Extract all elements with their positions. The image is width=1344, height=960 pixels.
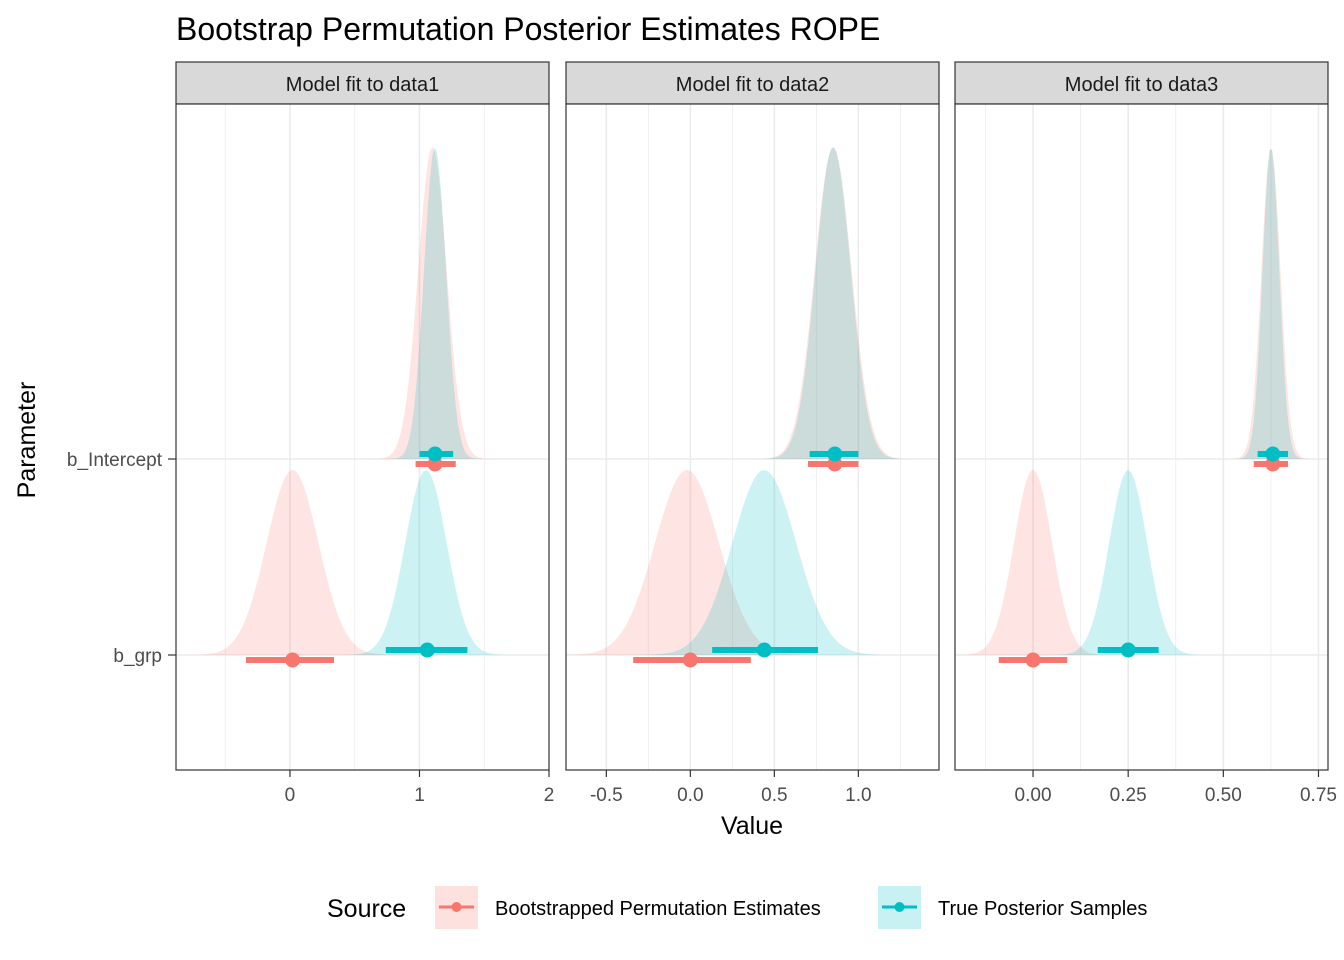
point-b_Intercept-true (427, 446, 443, 462)
y-axis: b_Intercept b_grp Parameter (13, 382, 176, 667)
point-b_grp-boot (682, 652, 698, 668)
strip-3-bg (954, 61, 1329, 105)
y-axis-title: Parameter (13, 382, 41, 499)
panel-1: Model fit to data1 0 1 2 (175, 61, 555, 806)
legend-label-true: True Posterior Samples (938, 898, 1147, 920)
legend-title: Source (327, 895, 406, 923)
point-b_grp-true (1120, 642, 1136, 658)
panel-2-bg (566, 104, 939, 770)
x-tick-label: 0.0 (677, 785, 703, 806)
density-b_grp-boot (566, 470, 939, 655)
point-b_grp-boot (285, 652, 301, 668)
density-b_grp-boot (955, 470, 1328, 655)
density-b_grp-true (955, 470, 1328, 655)
panel-2-border (565, 103, 940, 771)
panel-1-bg (176, 104, 549, 770)
legend: Source Bootstrapped Permutation Estimate… (327, 886, 1147, 929)
x-tick-label: -0.5 (590, 785, 623, 806)
point-b_Intercept-true (1265, 446, 1281, 462)
x-tick-label: 0 (285, 785, 296, 806)
x-tick-label: 0.25 (1110, 785, 1147, 806)
density-b_Intercept-boot (176, 147, 549, 459)
panel-3: Model fit to data3 0.00 0.25 0.50 0.75 (954, 61, 1337, 806)
strip-1-bg (175, 61, 550, 105)
x-tick-label: 0.5 (761, 785, 787, 806)
chart-title: Bootstrap Permutation Posterior Estimate… (176, 11, 880, 47)
x-tick-label: 2 (544, 785, 555, 806)
panel-1-x-axis: 0 1 2 (285, 770, 555, 806)
x-tick-label: 0.50 (1205, 785, 1242, 806)
x-tick-label: 1.0 (845, 785, 871, 806)
strip-2-label: Model fit to data2 (676, 74, 829, 96)
panel-3-marks (955, 149, 1328, 668)
point-b_grp-true (756, 642, 772, 658)
panel-2-x-axis: -0.5 0.0 0.5 1.0 (590, 770, 872, 806)
y-tick-label-grp: b_grp (113, 646, 162, 667)
strip-1-label: Model fit to data1 (286, 74, 439, 96)
legend-key-true (878, 886, 921, 929)
strip-3-label: Model fit to data3 (1065, 74, 1218, 96)
point-b_Intercept-true (827, 446, 843, 462)
point-b_grp-boot (1025, 652, 1041, 668)
panel-1-marks (176, 147, 549, 668)
legend-key-boot (435, 886, 478, 929)
density-b_grp-true (176, 470, 549, 655)
density-b_Intercept-boot (566, 147, 939, 459)
x-tick-label: 0.00 (1015, 785, 1052, 806)
x-tick-label: 1 (414, 785, 425, 806)
density-b_Intercept-true (566, 147, 939, 459)
panel-2-marks (566, 147, 939, 668)
x-tick-label: 0.75 (1300, 785, 1337, 806)
y-tick-label-intercept: b_Intercept (67, 450, 163, 471)
density-b_grp-boot (176, 470, 549, 655)
panel-3-x-axis: 0.00 0.25 0.50 0.75 (1015, 770, 1337, 806)
strip-2-bg (565, 61, 940, 105)
density-b_Intercept-boot (955, 149, 1328, 460)
panel-1-border (175, 103, 550, 771)
legend-label-boot: Bootstrapped Permutation Estimates (495, 898, 821, 920)
x-axis-title: Value (721, 812, 783, 840)
legend-key-boot-point (451, 902, 462, 912)
panel-2: Model fit to data2 -0.5 0.0 0.5 1.0 (565, 61, 940, 806)
panel-3-border (954, 103, 1329, 771)
density-b_grp-true (566, 470, 939, 655)
legend-key-true-point (894, 902, 905, 912)
point-b_grp-true (419, 642, 435, 658)
